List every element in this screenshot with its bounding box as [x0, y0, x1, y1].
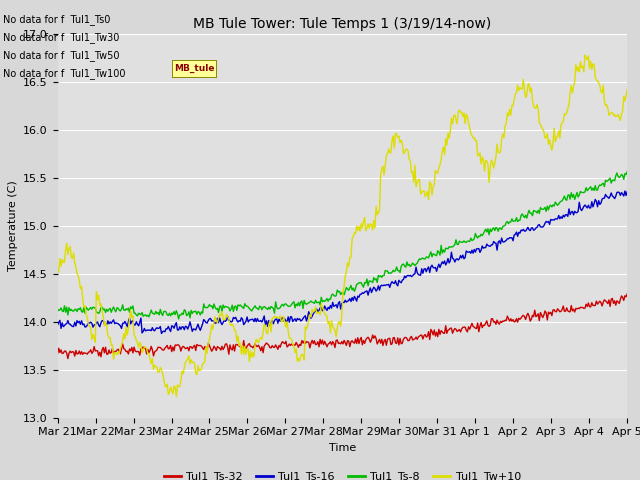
Title: MB Tule Tower: Tule Temps 1 (3/19/14-now): MB Tule Tower: Tule Temps 1 (3/19/14-now…: [193, 17, 492, 31]
Y-axis label: Temperature (C): Temperature (C): [8, 180, 17, 271]
Legend: Tul1_Ts-32, Tul1_Ts-16, Tul1_Ts-8, Tul1_Tw+10: Tul1_Ts-32, Tul1_Ts-16, Tul1_Ts-8, Tul1_…: [159, 467, 525, 480]
Text: No data for f  Tul1_Ts0: No data for f Tul1_Ts0: [3, 13, 111, 24]
Text: No data for f  Tul1_Tw50: No data for f Tul1_Tw50: [3, 50, 120, 61]
X-axis label: Time: Time: [329, 443, 356, 453]
Text: MB_tule: MB_tule: [173, 64, 214, 73]
Text: No data for f  Tul1_Tw30: No data for f Tul1_Tw30: [3, 32, 120, 43]
Text: No data for f  Tul1_Tw100: No data for f Tul1_Tw100: [3, 68, 125, 79]
